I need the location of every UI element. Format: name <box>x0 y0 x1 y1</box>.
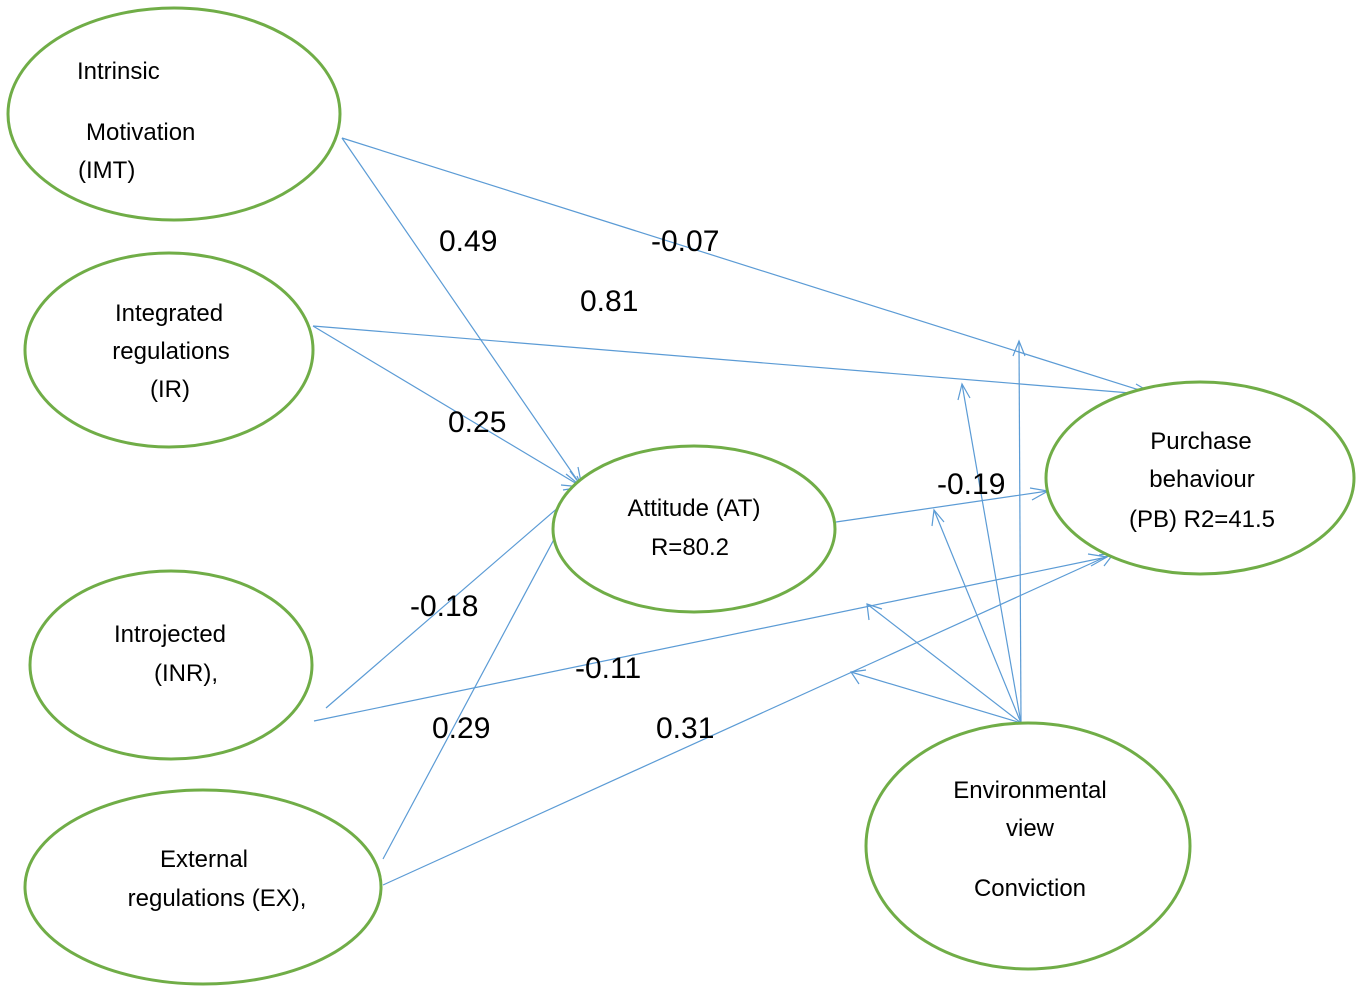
node-imt-line-1: Intrinsic <box>77 58 160 85</box>
edge-inr-to-at <box>325 486 583 709</box>
edge-ev-to-imt-pb-path <box>1018 340 1022 724</box>
edge-ex-to-pb <box>382 552 1115 886</box>
node-ev: Environmental view Conviction <box>864 721 1192 971</box>
edge-inr-to-pb <box>313 556 1108 722</box>
node-imt-ellipse <box>6 6 342 222</box>
coef-ex-at: 0.29 <box>432 712 490 745</box>
node-pb: Purchase behaviour (PB) R2=41.5 <box>1044 380 1356 576</box>
edge-ir-to-at <box>312 325 583 488</box>
node-ex-line-2: regulations (EX), <box>128 885 307 912</box>
node-ev-line-3: Conviction <box>974 875 1086 902</box>
node-ir: Integrated regulations (IR) <box>23 251 315 449</box>
node-imt: Intrinsic Motivation (IMT) <box>6 6 342 222</box>
edge-ev-to-ex-pb-path <box>850 671 1022 724</box>
arrowhead-ev-2 <box>957 382 971 401</box>
arrowhead-ev-3 <box>931 508 945 527</box>
arrowhead-ev-4 <box>866 603 883 621</box>
arrowhead-inr-pb <box>1087 553 1109 567</box>
node-at-ellipse <box>551 444 837 614</box>
node-inr-ellipse <box>28 569 314 761</box>
edge-ev-to-inr-pb-path <box>866 603 1022 724</box>
edge-ev-to-ir-pb-path <box>961 383 1022 724</box>
node-ev-line-1: Environmental <box>953 777 1106 804</box>
coef-inr-pb: -0.11 <box>575 652 641 685</box>
node-pb-line-1: Purchase <box>1150 428 1251 455</box>
coef-at-pb: -0.19 <box>937 468 1005 501</box>
edge-ev-to-at-pb-path <box>933 509 1022 724</box>
edge-imt-to-pb <box>341 137 1156 396</box>
coef-imt-at: 0.49 <box>439 225 497 258</box>
node-at: Attitude (AT) R=80.2 <box>551 444 837 614</box>
node-ex-line-1: External <box>160 846 248 873</box>
arrowhead-at-pb <box>1029 487 1050 501</box>
edge-ir-to-pb <box>312 325 1156 396</box>
node-ev-line-2: view <box>1006 815 1055 842</box>
edge-imt-to-at <box>341 137 583 488</box>
coef-ir-at: 0.25 <box>448 406 506 439</box>
node-ir-ellipse <box>23 251 315 449</box>
node-pb-line-2: behaviour <box>1149 466 1254 493</box>
node-ex: External regulations (EX), <box>23 788 383 986</box>
coef-imt-pb: -0.07 <box>651 225 719 258</box>
node-ir-line-1: Integrated <box>115 300 223 327</box>
node-ir-line-2: regulations <box>112 338 229 365</box>
coefficient-labels: 0.49 -0.07 0.81 0.25 -0.19 -0.18 -0.11 0… <box>410 225 1005 745</box>
node-ex-ellipse <box>23 788 383 986</box>
coef-inr-at: -0.18 <box>410 590 478 623</box>
edges <box>312 137 1156 886</box>
edge-at-to-pb <box>835 490 1049 523</box>
arrowhead-ev-5 <box>849 669 867 685</box>
node-inr-line-1: Introjected <box>114 621 226 648</box>
node-ev-ellipse <box>864 721 1192 971</box>
node-pb-ellipse <box>1044 380 1356 576</box>
node-inr-line-2: (INR), <box>154 660 218 687</box>
node-at-line-1: Attitude (AT) <box>628 495 761 522</box>
coef-ir-pb: 0.81 <box>580 285 638 318</box>
node-at-line-2: R=80.2 <box>651 534 729 561</box>
arrowhead-ev-1 <box>1012 339 1026 357</box>
node-pb-line-3: (PB) R2=41.5 <box>1129 506 1275 533</box>
node-imt-line-3: (IMT) <box>78 157 135 184</box>
node-ir-line-3: (IR) <box>150 376 190 403</box>
node-imt-line-2: Motivation <box>86 119 195 146</box>
edge-ex-to-at <box>382 486 583 860</box>
coef-ex-pb: 0.31 <box>656 712 714 745</box>
node-inr: Introjected (INR), <box>28 569 314 761</box>
